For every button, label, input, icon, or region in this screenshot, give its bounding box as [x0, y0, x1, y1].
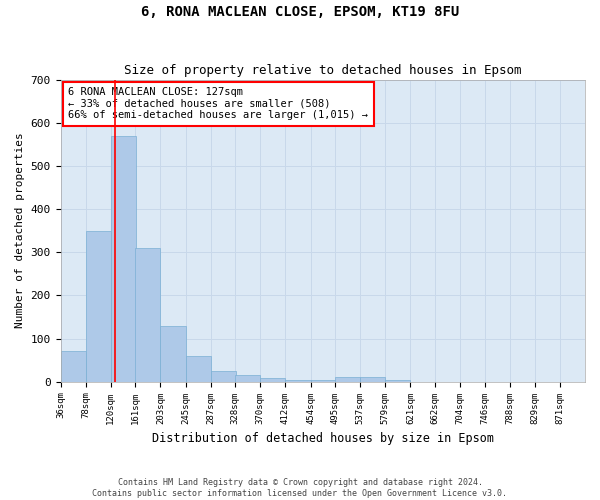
Text: 6, RONA MACLEAN CLOSE, EPSOM, KT19 8FU: 6, RONA MACLEAN CLOSE, EPSOM, KT19 8FU	[141, 5, 459, 19]
Text: Contains HM Land Registry data © Crown copyright and database right 2024.
Contai: Contains HM Land Registry data © Crown c…	[92, 478, 508, 498]
Bar	[135, 248, 160, 382]
Y-axis label: Number of detached properties: Number of detached properties	[15, 132, 25, 328]
Text: 6 RONA MACLEAN CLOSE: 127sqm
← 33% of detached houses are smaller (508)
66% of s: 6 RONA MACLEAN CLOSE: 127sqm ← 33% of de…	[68, 87, 368, 120]
Bar	[385, 380, 410, 382]
Bar	[335, 378, 360, 382]
Bar	[360, 378, 385, 382]
Bar	[311, 380, 335, 382]
Bar	[286, 380, 311, 382]
Bar	[61, 352, 86, 382]
Bar	[185, 356, 211, 382]
Title: Size of property relative to detached houses in Epsom: Size of property relative to detached ho…	[124, 64, 521, 77]
X-axis label: Distribution of detached houses by size in Epsom: Distribution of detached houses by size …	[152, 432, 494, 445]
Bar	[211, 371, 236, 382]
Bar	[160, 326, 185, 382]
Bar	[111, 136, 136, 382]
Bar	[260, 378, 286, 382]
Bar	[235, 375, 260, 382]
Bar	[86, 230, 111, 382]
